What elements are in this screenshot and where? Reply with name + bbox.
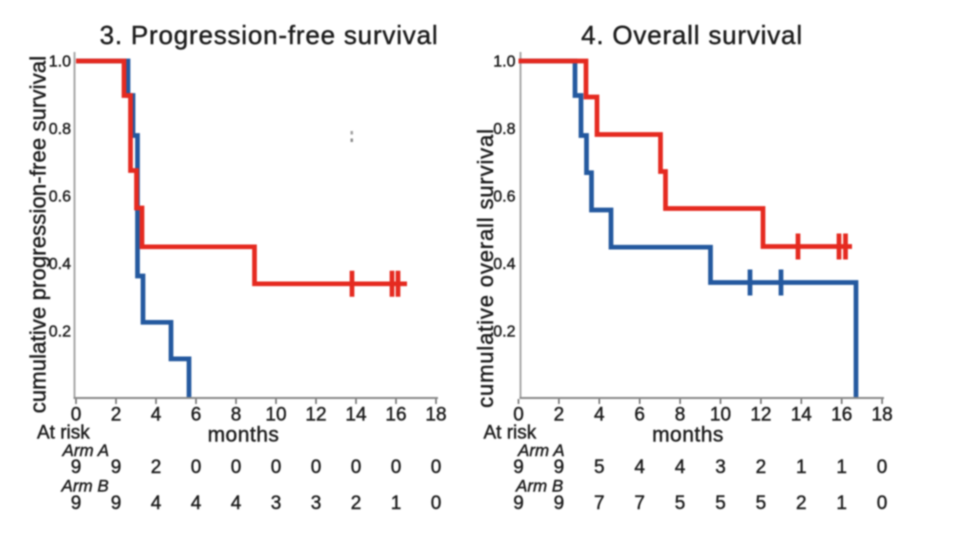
svg-text:8: 8 xyxy=(231,405,242,426)
svg-text:3: 3 xyxy=(715,457,726,478)
svg-text:Arm B: Arm B xyxy=(61,477,109,496)
svg-text:9: 9 xyxy=(513,493,524,514)
svg-text:cumulative overall survival: cumulative overall survival xyxy=(473,128,498,408)
svg-text:9: 9 xyxy=(111,493,122,514)
svg-text:18: 18 xyxy=(425,405,446,426)
svg-text:1.0: 1.0 xyxy=(49,54,71,71)
svg-text:14: 14 xyxy=(791,405,813,426)
svg-text:4: 4 xyxy=(191,493,202,514)
svg-text:0.8: 0.8 xyxy=(493,121,515,138)
svg-text:4: 4 xyxy=(151,493,162,514)
svg-text:0: 0 xyxy=(391,457,402,478)
svg-text:10: 10 xyxy=(265,405,286,426)
svg-text:14: 14 xyxy=(345,405,367,426)
svg-text:9: 9 xyxy=(71,457,82,478)
svg-text:2: 2 xyxy=(351,493,362,514)
svg-text:0: 0 xyxy=(311,457,322,478)
svg-text:0: 0 xyxy=(351,457,362,478)
svg-text:1: 1 xyxy=(836,457,847,478)
svg-text:4. Overall survival: 4. Overall survival xyxy=(581,20,803,50)
svg-text:4: 4 xyxy=(634,457,645,478)
svg-text:3: 3 xyxy=(311,493,322,514)
svg-text:1: 1 xyxy=(836,493,847,514)
svg-text:8: 8 xyxy=(675,405,686,426)
svg-text:At risk: At risk xyxy=(484,423,537,444)
svg-text:1: 1 xyxy=(391,493,402,514)
svg-text:2: 2 xyxy=(151,457,162,478)
svg-text:9: 9 xyxy=(554,493,565,514)
svg-text:4: 4 xyxy=(675,457,686,478)
svg-text:0: 0 xyxy=(431,493,442,514)
svg-text:6: 6 xyxy=(634,405,645,426)
svg-text:1.0: 1.0 xyxy=(493,54,515,71)
svg-text:cumulative progression-free su: cumulative progression-free survival xyxy=(26,56,51,414)
svg-text:0: 0 xyxy=(513,405,524,426)
svg-text:4: 4 xyxy=(231,493,242,514)
svg-text:9: 9 xyxy=(513,457,524,478)
svg-text:9: 9 xyxy=(111,457,122,478)
svg-text:0: 0 xyxy=(231,457,242,478)
svg-text:7: 7 xyxy=(594,493,605,514)
svg-text:At risk: At risk xyxy=(37,423,90,444)
svg-text:3. Progression-free survival: 3. Progression-free survival xyxy=(100,20,439,50)
svg-text:Arm A: Arm A xyxy=(62,441,110,460)
svg-text:7: 7 xyxy=(634,493,645,514)
svg-text:4: 4 xyxy=(594,405,605,426)
svg-text:9: 9 xyxy=(554,457,565,478)
svg-text:0: 0 xyxy=(71,405,82,426)
svg-text:18: 18 xyxy=(872,405,893,426)
svg-text:5: 5 xyxy=(594,457,605,478)
svg-text:months: months xyxy=(652,424,724,447)
svg-text:4: 4 xyxy=(151,405,162,426)
svg-text:10: 10 xyxy=(710,405,731,426)
svg-text:0.2: 0.2 xyxy=(49,324,71,341)
svg-text:0: 0 xyxy=(431,457,442,478)
svg-text:5: 5 xyxy=(675,493,686,514)
svg-text:2: 2 xyxy=(796,493,807,514)
svg-text:3: 3 xyxy=(271,493,282,514)
svg-text:Arm A: Arm A xyxy=(517,441,565,460)
svg-text:0: 0 xyxy=(191,457,202,478)
svg-text:12: 12 xyxy=(305,405,326,426)
svg-text:0: 0 xyxy=(877,493,888,514)
svg-text:16: 16 xyxy=(385,405,406,426)
svg-text:12: 12 xyxy=(750,405,771,426)
svg-text:0.6: 0.6 xyxy=(49,189,71,206)
svg-text:1: 1 xyxy=(796,457,807,478)
svg-text:9: 9 xyxy=(71,493,82,514)
svg-text:6: 6 xyxy=(191,405,202,426)
svg-text:0: 0 xyxy=(877,457,888,478)
svg-text:0.2: 0.2 xyxy=(493,324,515,341)
svg-text:2: 2 xyxy=(111,405,122,426)
svg-text:months: months xyxy=(208,424,280,447)
svg-text:0.6: 0.6 xyxy=(493,189,515,206)
svg-text:5: 5 xyxy=(715,493,726,514)
svg-text:Arm B: Arm B xyxy=(515,477,563,496)
svg-text:0.4: 0.4 xyxy=(49,256,71,273)
svg-text:16: 16 xyxy=(831,405,852,426)
svg-text:0: 0 xyxy=(271,457,282,478)
svg-text:2: 2 xyxy=(554,405,565,426)
svg-text:0.8: 0.8 xyxy=(49,121,71,138)
svg-text:5: 5 xyxy=(756,493,767,514)
svg-text:0.4: 0.4 xyxy=(493,256,515,273)
svg-text:2: 2 xyxy=(756,457,767,478)
